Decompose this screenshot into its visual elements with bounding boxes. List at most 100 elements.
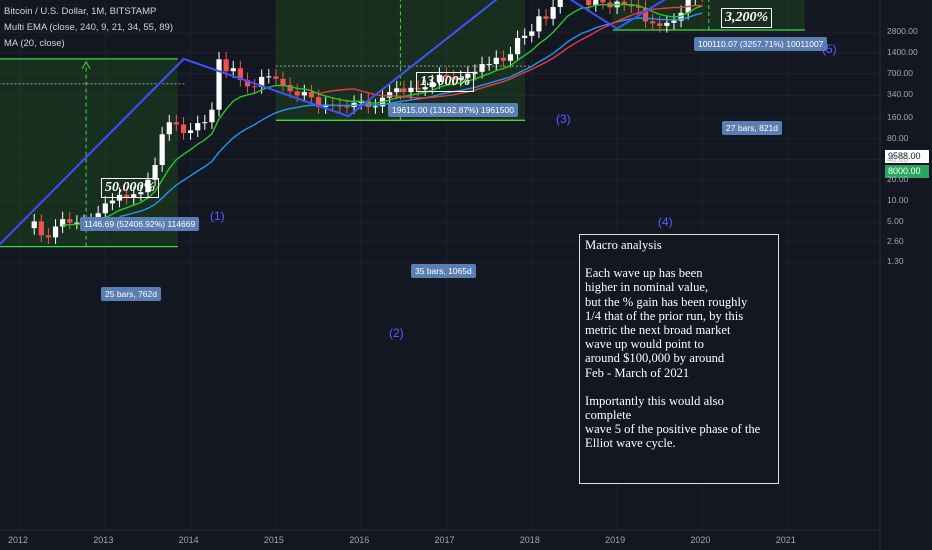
candle-body	[415, 87, 421, 90]
candle-body	[657, 23, 663, 26]
candle-body	[244, 79, 251, 87]
candle-body	[216, 59, 222, 110]
measure-tag-3-bars: 35 bars, 1065d	[411, 264, 476, 278]
note-line: Feb - March of 2021	[585, 365, 690, 380]
candle-body	[308, 92, 315, 98]
note-line: metric the next broad market	[585, 323, 731, 338]
candle-body	[529, 31, 535, 36]
candle-body	[465, 73, 471, 78]
candle-body	[429, 82, 435, 88]
y-tick-label: 10.00	[887, 195, 909, 206]
candle-body	[138, 192, 144, 195]
measure-tag-1-price: 1146.69 (52406.92%) 114669	[80, 217, 200, 231]
symbol-legend[interactable]: Bitcoin / U.S. Dollar, 1M, BITSTAMP	[4, 6, 157, 17]
note-line: higher in nominal value,	[585, 280, 709, 295]
candle-body	[621, 1, 627, 5]
candle-body	[237, 68, 243, 80]
candle-body	[315, 97, 322, 108]
candle-body	[522, 35, 528, 39]
y-tick-label: 1400.00	[887, 46, 918, 57]
candle-body	[536, 16, 542, 32]
candle-body	[451, 77, 457, 80]
x-tick-label: 2018	[519, 535, 540, 545]
candle-body	[259, 76, 265, 87]
candle-body	[443, 74, 450, 78]
wave-label-3: (3)	[556, 112, 571, 126]
x-tick-label: 2013	[93, 535, 114, 545]
headline-wave-3: 13,000%	[416, 72, 475, 92]
candle-body	[38, 221, 44, 236]
candle-body	[251, 86, 258, 88]
candle-body	[408, 87, 414, 93]
candle-body	[422, 87, 428, 90]
candle-body	[458, 77, 464, 80]
candle-body	[280, 78, 286, 86]
candle-body	[188, 130, 194, 134]
candle-body	[500, 57, 506, 61]
candle-body	[195, 123, 201, 131]
y-tick-label: 2.60	[887, 235, 904, 246]
candle-body	[642, 7, 649, 22]
candle-body	[557, 0, 563, 7]
wave-label-4: (4)	[658, 215, 673, 229]
note-line: Elliot wave cycle.	[585, 436, 676, 451]
note-line: around $100,000 by around	[585, 351, 725, 366]
note-title: Macro analysis	[585, 238, 662, 252]
measure-arrowhead	[81, 60, 91, 70]
measure-tag-5-bars: 27 bars, 821d	[722, 121, 782, 135]
candle-body	[550, 6, 556, 19]
measure-tag-3-price: 19615.00 (13192.87%) 1961500	[388, 103, 518, 117]
wave-label-5: (5)	[822, 42, 837, 56]
y-tick-label: 1.30	[887, 256, 904, 267]
current-price-tag: 9588.00	[885, 150, 929, 163]
ma-20-line	[318, 4, 703, 99]
candle-body	[664, 22, 670, 26]
note-line: wave up would point to	[585, 337, 704, 352]
candle-body	[124, 194, 130, 198]
candle-body	[266, 76, 272, 78]
candle-body	[401, 88, 407, 93]
note-line: Importantly this would also complete	[585, 393, 724, 423]
ema-21-line	[119, 12, 703, 218]
ema-legend[interactable]: Multi EMA (close, 240, 9, 21, 34, 55, 89…	[4, 22, 173, 33]
candle-body	[152, 165, 158, 180]
x-tick-label: 2019	[605, 535, 626, 545]
measure-tag-5-price: 100110.07 (3257.71%) 10011007	[694, 37, 828, 51]
candle-body	[166, 122, 172, 135]
candle-body	[273, 76, 279, 79]
candle-body	[365, 100, 371, 108]
candle-body	[394, 88, 400, 93]
candle-body	[230, 68, 236, 72]
candle-body	[74, 222, 80, 224]
y-tick-label: 160.00	[887, 111, 913, 122]
candle-body	[372, 106, 379, 108]
candle-body	[479, 64, 485, 72]
candle-body	[650, 21, 656, 24]
candle-body	[60, 219, 66, 227]
ema-9-line	[62, 3, 703, 226]
candle-body	[387, 92, 393, 98]
candle-body	[543, 16, 549, 19]
candle-body	[109, 200, 116, 204]
y-tick-label: 20.00	[887, 174, 909, 185]
y-tick-label: 80.00	[887, 132, 909, 143]
macro-analysis-note: Macro analysis Each wave up has been hig…	[579, 234, 779, 484]
ma-legend[interactable]: MA (20, close)	[4, 38, 65, 49]
candle-body	[287, 85, 293, 92]
y-tick-label: 5.00	[887, 216, 904, 226]
candle-body	[600, 0, 606, 3]
candle-body	[493, 57, 499, 65]
candle-body	[344, 106, 350, 108]
elliott-wave-line	[0, 0, 667, 246]
candle-body	[223, 59, 229, 72]
headline-wave-1: 50,000%	[101, 178, 160, 198]
measure-tag-1-bars: 25 bars, 762d	[101, 287, 161, 301]
candle-body	[635, 6, 642, 8]
candle-body	[67, 219, 73, 223]
x-tick-label: 2012	[8, 535, 29, 545]
candle-body	[202, 122, 208, 124]
candle-body	[436, 74, 442, 83]
x-tick-label: 2021	[775, 535, 796, 545]
